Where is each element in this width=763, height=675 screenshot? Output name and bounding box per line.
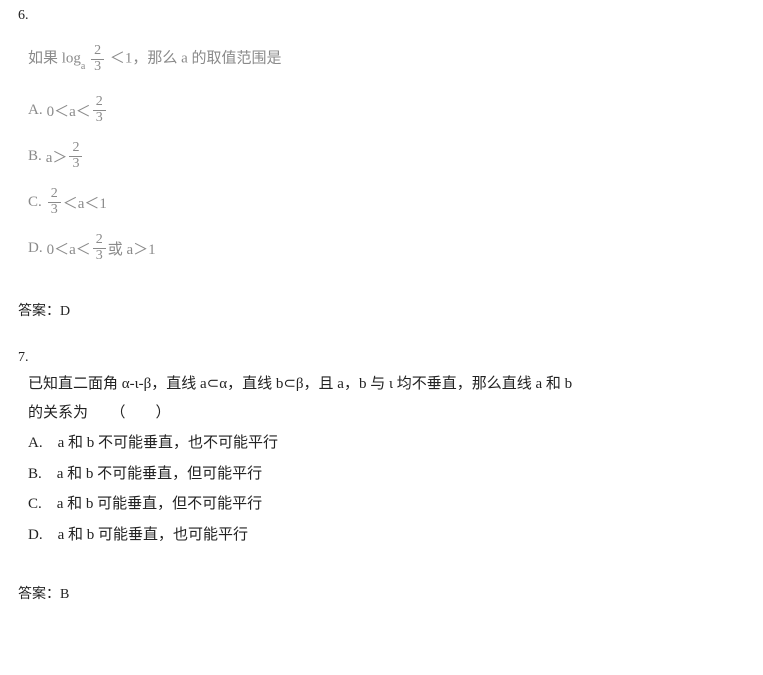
q6-b-prefix: a＞ xyxy=(46,146,68,167)
q6-b-frac: 2 3 xyxy=(69,141,82,171)
q6-b-num: 2 xyxy=(69,141,82,157)
q6-option-d: D. 0＜a＜ 2 3 或 a＞1 xyxy=(28,230,745,266)
q6-c-frac: 2 3 xyxy=(48,187,61,217)
q6-b-label: B. xyxy=(28,148,42,165)
q7-stem-line1: 已知直二面角 α-ι-β，直线 a⊂α，直线 b⊂β，且 a，b 与 ι 均不垂… xyxy=(28,370,745,399)
q6-answer: 答案：D xyxy=(18,300,745,320)
q7-option-b: B. a 和 b 不可能垂直，但可能平行 xyxy=(28,460,745,489)
q6-c-suffix: ＜a＜1 xyxy=(63,192,107,213)
q6-d-num: 2 xyxy=(93,233,106,249)
q6-a-label: A. xyxy=(28,102,43,119)
q7-option-d: D. a 和 b 可能垂直，也可能平行 xyxy=(28,521,745,550)
q6-options: A. 0＜a＜ 2 3 B. a＞ 2 3 C. 2 3 ＜a＜1 D. 0＜a… xyxy=(28,92,745,266)
q6-b-den: 3 xyxy=(69,157,82,172)
q6-stem: 如果 loga 2 3 ＜1，那么 a 的取值范围是 xyxy=(28,44,745,74)
q6-stem-frac: 2 3 xyxy=(91,44,104,74)
q6-a-frac: 2 3 xyxy=(93,95,106,125)
q6-d-frac: 2 3 xyxy=(93,233,106,263)
q6-stem-sub: a xyxy=(81,61,85,72)
q6-option-a: A. 0＜a＜ 2 3 xyxy=(28,92,745,128)
q7-stem-line2: 的关系为 （ ） xyxy=(28,399,745,428)
q6-a-num: 2 xyxy=(93,95,106,111)
q7-option-a: A. a 和 b 不可能垂直，也不可能平行 xyxy=(28,429,745,458)
q6-option-b: B. a＞ 2 3 xyxy=(28,138,745,174)
q6-option-c: C. 2 3 ＜a＜1 xyxy=(28,184,745,220)
q7-stem: 已知直二面角 α-ι-β，直线 a⊂α，直线 b⊂β，且 a，b 与 ι 均不垂… xyxy=(28,370,745,427)
q7-number: 7. xyxy=(18,350,745,366)
q6-a-prefix: 0＜a＜ xyxy=(47,100,91,121)
q6-c-label: C. xyxy=(28,194,42,211)
q6-stem-frac-den: 3 xyxy=(91,60,104,75)
q7-block: 已知直二面角 α-ι-β，直线 a⊂α，直线 b⊂β，且 a，b 与 ι 均不垂… xyxy=(18,370,745,549)
q6-stem-frac-num: 2 xyxy=(91,44,104,60)
q6-d-prefix: 0＜a＜ xyxy=(47,238,91,259)
q6-c-num: 2 xyxy=(48,187,61,203)
q6-c-den: 3 xyxy=(48,203,61,218)
q7-options: A. a 和 b 不可能垂直，也不可能平行 B. a 和 b 不可能垂直，但可能… xyxy=(28,429,745,549)
q6-stem-prefix: 如果 log xyxy=(28,51,81,67)
q6-a-den: 3 xyxy=(93,111,106,126)
q6-d-mid: 或 a＞1 xyxy=(108,238,156,259)
q6-d-den: 3 xyxy=(93,249,106,264)
q7-answer: 答案：B xyxy=(18,583,745,603)
q6-d-label: D. xyxy=(28,240,43,257)
q6-number: 6. xyxy=(18,8,745,24)
q6-stem-after: ＜1，那么 a 的取值范围是 xyxy=(110,51,282,67)
q7-option-c: C. a 和 b 可能垂直，但不可能平行 xyxy=(28,490,745,519)
